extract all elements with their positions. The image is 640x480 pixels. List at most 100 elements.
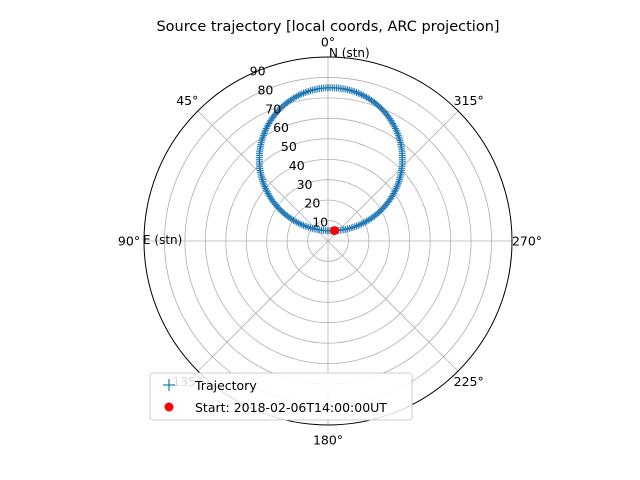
trajectory-point xyxy=(260,181,268,189)
radial-tick-label: 70 xyxy=(265,101,281,116)
trajectory-point xyxy=(354,89,362,97)
angle-tick-label: 90° xyxy=(118,234,140,249)
trajectory-point xyxy=(303,88,311,96)
trajectory-point xyxy=(398,153,406,161)
trajectory-point xyxy=(291,93,299,101)
trajectory-point xyxy=(259,179,267,187)
radial-tick-label: 80 xyxy=(257,82,273,97)
trajectory-point xyxy=(296,91,304,99)
trajectory-point xyxy=(305,87,313,95)
trajectory-point xyxy=(259,133,267,141)
legend: Trajectory Start: 2018-02-06T14:00:00UT xyxy=(149,372,413,421)
trajectory-point xyxy=(298,90,306,98)
trajectory-point xyxy=(349,223,357,231)
trajectory-point xyxy=(393,128,401,136)
trajectory-point xyxy=(389,119,397,127)
radial-tick-label: 60 xyxy=(273,120,289,135)
angular-gridline xyxy=(197,240,329,372)
trajectory-point xyxy=(356,90,364,98)
trajectory-point xyxy=(391,188,399,196)
angle-tick-label: 315° xyxy=(454,93,484,108)
trajectory-point xyxy=(347,224,355,232)
trajectory-point xyxy=(352,88,360,96)
trajectory-point xyxy=(396,174,404,182)
radial-tick-label: 40 xyxy=(289,158,305,173)
trajectory-point xyxy=(349,87,357,95)
trajectory-point xyxy=(345,86,353,94)
trajectory-point xyxy=(261,128,269,136)
trajectory-point xyxy=(294,92,302,100)
trajectory-point xyxy=(363,217,371,225)
trajectory-point xyxy=(265,191,273,199)
trajectory-point xyxy=(307,224,315,232)
angle-tick-label: 225° xyxy=(454,374,484,389)
legend-trajectory-marker xyxy=(163,379,175,391)
trajectory-point xyxy=(299,89,307,97)
trajectory-point xyxy=(354,221,362,229)
trajectory-point xyxy=(259,177,267,185)
trajectory-point xyxy=(394,179,402,187)
trajectory-point xyxy=(263,188,271,196)
trajectory-point xyxy=(263,123,271,131)
trajectory-point xyxy=(395,177,403,185)
start-point xyxy=(330,226,340,236)
trajectory-point xyxy=(260,130,268,138)
trajectory-point xyxy=(258,135,266,143)
angular-gridline xyxy=(327,110,459,242)
angle-tick-label: 180° xyxy=(313,433,343,448)
angle-tick-label: 270° xyxy=(512,234,542,249)
trajectory-point xyxy=(301,222,309,230)
trajectory-point xyxy=(358,220,366,228)
trajectory-point xyxy=(258,176,266,184)
trajectory-point xyxy=(262,186,270,194)
trajectory-point xyxy=(393,183,401,191)
trajectory-point xyxy=(299,221,307,229)
trajectory-point xyxy=(395,176,403,184)
trajectory-point xyxy=(394,130,402,138)
trajectory-point xyxy=(356,221,364,229)
trajectory-point xyxy=(392,184,400,192)
trajectory-point xyxy=(264,189,272,197)
start-marker-series xyxy=(330,226,340,236)
trajectory-point xyxy=(394,181,402,189)
trajectory-point xyxy=(391,123,399,131)
trajectory-point xyxy=(351,88,359,96)
trajectory-point xyxy=(301,88,309,96)
trajectory-point xyxy=(395,133,403,141)
polar-grid xyxy=(143,56,513,426)
trajectory-point xyxy=(391,186,399,194)
chart-title: Source trajectory [local coords, ARC pro… xyxy=(156,19,499,35)
trajectory-point xyxy=(258,137,266,145)
north-axis-label: N (stn) xyxy=(329,46,370,60)
trajectory-point xyxy=(307,87,315,95)
legend-start-marker xyxy=(164,402,174,412)
trajectory-point xyxy=(298,221,306,229)
trajectory-point xyxy=(361,218,369,226)
angular-gridline xyxy=(327,240,459,372)
trajectory-point xyxy=(261,183,269,191)
trajectory-point xyxy=(259,131,267,139)
trajectory-point xyxy=(294,219,302,227)
trajectory-point xyxy=(261,184,269,192)
trajectory-point xyxy=(293,92,301,100)
legend-trajectory-label: Trajectory xyxy=(194,378,257,393)
trajectory-point xyxy=(261,126,269,134)
trajectory-point xyxy=(296,220,304,228)
trajectory-point xyxy=(359,219,367,227)
trajectory-point xyxy=(392,126,400,134)
trajectory-point xyxy=(352,222,360,230)
trajectory-point xyxy=(262,124,270,132)
angle-tick-label: 0° xyxy=(321,35,335,50)
trajectory-point xyxy=(359,92,367,100)
legend-start-label: Start: 2018-02-06T14:00:00UT xyxy=(195,400,387,415)
trajectory-point xyxy=(308,224,316,232)
trajectory-point xyxy=(351,223,359,231)
trajectory-point xyxy=(395,135,403,143)
polar-frame xyxy=(143,56,513,426)
radial-tick-label: 50 xyxy=(281,139,297,154)
radial-tick-label: 90 xyxy=(250,64,266,79)
trajectory-point xyxy=(394,131,402,139)
radial-tick-label: 20 xyxy=(304,196,320,211)
radial-tick-label: 10 xyxy=(312,215,328,230)
